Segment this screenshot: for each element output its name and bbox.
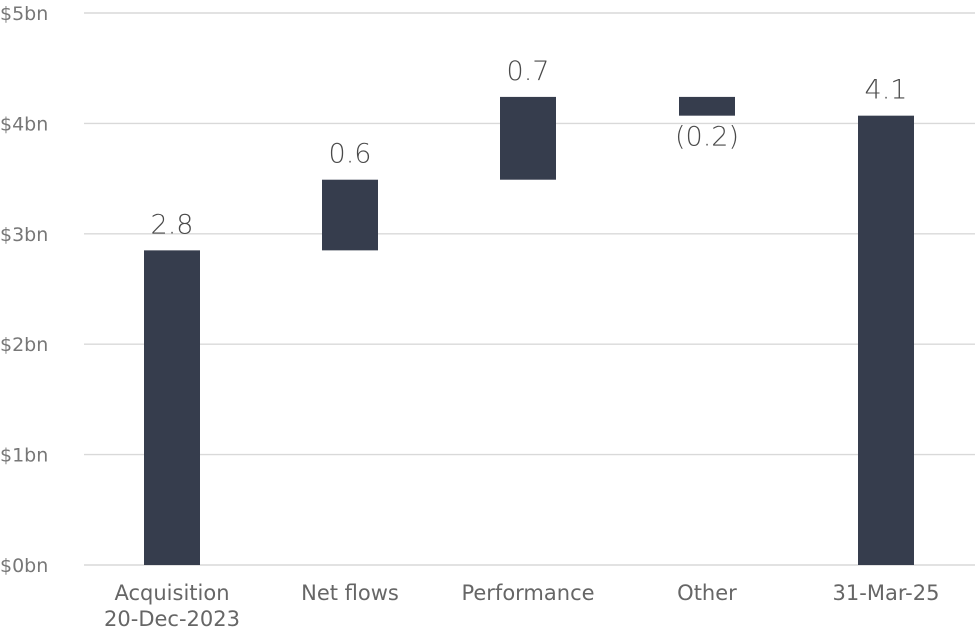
gridlines [84, 13, 975, 565]
data-label: (0.2) [675, 122, 739, 153]
y-axis-tick-labels: $0bn $1bn $2bn $3bn $4bn $5bn [0, 3, 48, 577]
bar [858, 116, 914, 565]
data-label: 0.6 [329, 139, 372, 170]
y-tick-label: $0bn [0, 555, 48, 577]
x-category-label: Other [677, 581, 737, 605]
x-category-label: Net flows [301, 581, 399, 605]
x-category-label-line: Other [677, 581, 737, 605]
x-category-label-line: 20-Dec-2023 [104, 607, 240, 631]
data-label: 4.1 [865, 75, 908, 106]
x-category-label: Acquisition 20-Dec-2023 [104, 581, 240, 631]
data-label: 0.7 [507, 56, 550, 87]
y-tick-label: $4bn [0, 113, 48, 135]
x-category-label-line: Acquisition [114, 581, 229, 605]
x-category-label-line: 31-Mar-25 [833, 581, 940, 605]
y-tick-label: $1bn [0, 445, 48, 467]
bar [144, 250, 200, 565]
x-axis-category-labels: Acquisition 20-Dec-2023 Net flows Performan… [104, 581, 939, 631]
bar [679, 97, 735, 116]
x-category-label: Performance [461, 581, 594, 605]
data-label: 2.8 [151, 209, 194, 240]
y-tick-label: $3bn [0, 224, 48, 246]
x-category-label: 31-Mar-25 [833, 581, 940, 605]
bars [144, 97, 914, 565]
x-category-label-line: Net flows [301, 581, 399, 605]
y-tick-label: $2bn [0, 334, 48, 356]
bar [500, 97, 556, 180]
bar [322, 180, 378, 251]
x-category-label-line: Performance [461, 581, 594, 605]
y-tick-label: $5bn [0, 3, 48, 25]
